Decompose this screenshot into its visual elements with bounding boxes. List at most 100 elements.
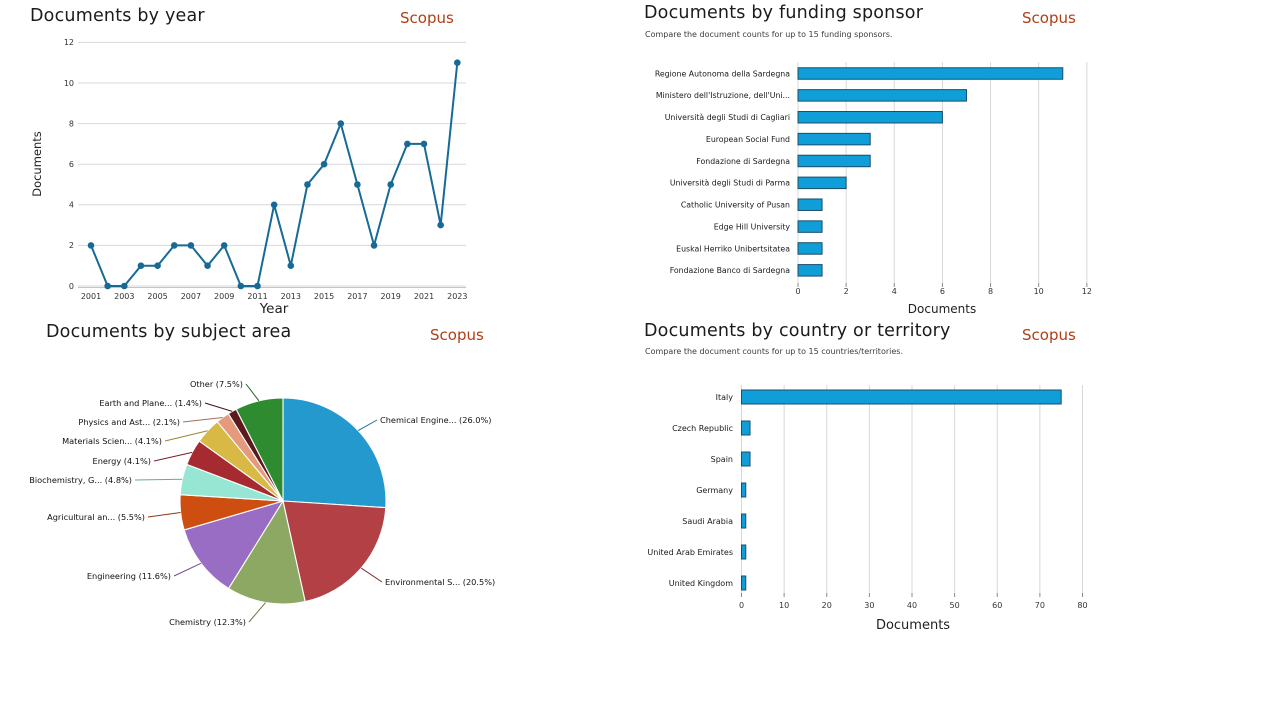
x-tick-label: 8 [988,287,993,296]
bar[interactable] [741,451,751,467]
category-label: United Kingdom [669,579,733,588]
data-point[interactable] [204,262,211,270]
data-point[interactable] [370,242,378,249]
bar[interactable] [741,389,1062,405]
category-label: Regione Autonoma della Sardegna [655,69,790,78]
y-tick-label: 8 [69,119,74,128]
x-tick-label: 6 [940,287,945,296]
data-point[interactable] [304,181,311,188]
callout-line [360,567,383,583]
chart-title: Documents by subject area [46,322,292,342]
slice-label: Earth and Plane... (1.4%) [99,398,202,408]
documents-by-year-chart: 0 2 4 6 8 10 12 2001 2003 2005 2007 2009 2011 2013 201… [0,0,530,317]
x-tick-label: 2 [844,287,849,296]
y-tick-label: 2 [69,241,74,250]
callout-line [173,562,202,577]
data-point[interactable] [320,160,328,168]
pie-plot: Chemical Engine... (26.0%) Environmental … [29,379,495,627]
bar[interactable] [797,132,871,146]
pie-slice[interactable] [282,397,387,509]
slice-label: Engineering (11.6%) [87,571,171,581]
data-point[interactable] [270,201,278,209]
callout-line [147,511,181,518]
data-point[interactable] [454,59,461,66]
data-point[interactable] [387,181,395,188]
data-point[interactable] [87,242,95,249]
x-tick-label: 20 [822,601,832,610]
bar[interactable] [741,482,747,498]
data-point[interactable] [137,262,145,270]
bar[interactable] [797,89,967,102]
x-tick-label: 40 [907,601,917,610]
y-tick-label: 0 [69,282,74,291]
x-tick-label: 4 [892,287,897,296]
bar[interactable] [797,198,823,211]
pie-slice[interactable] [235,397,284,502]
callout-line [245,383,260,402]
x-tick-label: 2009 [214,292,234,301]
x-axis-label: Documents [907,302,977,316]
bar[interactable] [741,513,747,529]
line-plot: 0 2 4 6 8 10 12 2001 2003 2005 2007 2009 2011 2013 201… [64,38,468,301]
x-tick-label: 2017 [347,292,367,301]
category-label: Edge Hill University [714,222,791,231]
x-tick-label: 70 [1035,601,1045,610]
data-point[interactable] [187,242,195,249]
slice-label: Other (7.5%) [190,379,243,389]
category-label: United Arab Emirates [647,548,733,557]
y-tick-label: 4 [69,201,74,210]
bar[interactable] [797,220,823,233]
x-tick-label: 2007 [181,292,201,301]
data-point[interactable] [154,262,161,270]
bar[interactable] [797,154,871,168]
data-point[interactable] [237,282,245,290]
bar-plot: 0 10 20 30 40 50 60 70 80 Italy Czech Republic Spai… [647,385,1088,610]
bar[interactable] [797,110,943,124]
data-point[interactable] [170,242,178,249]
category-label: Fondazione di Sardegna [696,157,790,166]
x-tick-label: 2021 [414,292,434,301]
callout-line [357,419,378,431]
bar[interactable] [797,67,1064,80]
trend-line [90,61,459,287]
data-point[interactable] [354,181,361,188]
scopus-logo: Scopus [430,326,484,344]
scopus-logo: Scopus [1022,9,1076,27]
slice-label: Chemical Engine... (26.0%) [380,415,491,425]
category-label: Spain [711,455,733,464]
x-tick-label: 2003 [114,292,134,301]
bar[interactable] [741,575,747,591]
chart-title: Documents by funding sponsor [644,3,924,23]
slice-label: Biochemistry, G... (4.8%) [29,475,132,485]
category-label: Ministero dell'Istruzione, dell'Uni... [656,91,790,100]
data-point[interactable] [121,282,128,290]
data-point[interactable] [287,262,295,270]
data-point[interactable] [437,221,444,229]
x-tick-label: 2011 [247,292,267,301]
chart-subtitle: Compare the document counts for up to 15… [645,347,903,356]
slice-label: Environmental S... (20.5%) [385,577,495,587]
bar[interactable] [797,264,823,277]
data-point[interactable] [104,282,111,290]
bar[interactable] [741,544,747,560]
bar[interactable] [797,242,823,255]
chart-title: Documents by year [30,6,205,26]
category-label: Saudi Arabia [682,517,733,526]
scopus-logo: Scopus [1022,326,1076,344]
x-tick-label: 2023 [447,292,467,301]
x-tick-label: 2001 [81,292,101,301]
x-tick-label: 12 [1082,287,1092,296]
x-tick-label: 60 [992,601,1002,610]
data-point[interactable] [337,120,345,127]
x-tick-label: 0 [739,601,744,610]
category-label: Euskal Herriko Unibertsitatea [676,244,790,253]
data-point[interactable] [404,140,411,148]
callout-line [182,417,223,423]
documents-by-funding-sponsor-chart: 0 2 4 6 8 10 12 Regione Autonoma della Sardegna… [630,0,1100,320]
data-point[interactable] [254,282,261,290]
bar[interactable] [741,420,751,436]
category-label: Czech Republic [672,424,733,433]
data-point[interactable] [420,140,428,148]
bar[interactable] [797,176,847,190]
data-point[interactable] [220,242,228,249]
